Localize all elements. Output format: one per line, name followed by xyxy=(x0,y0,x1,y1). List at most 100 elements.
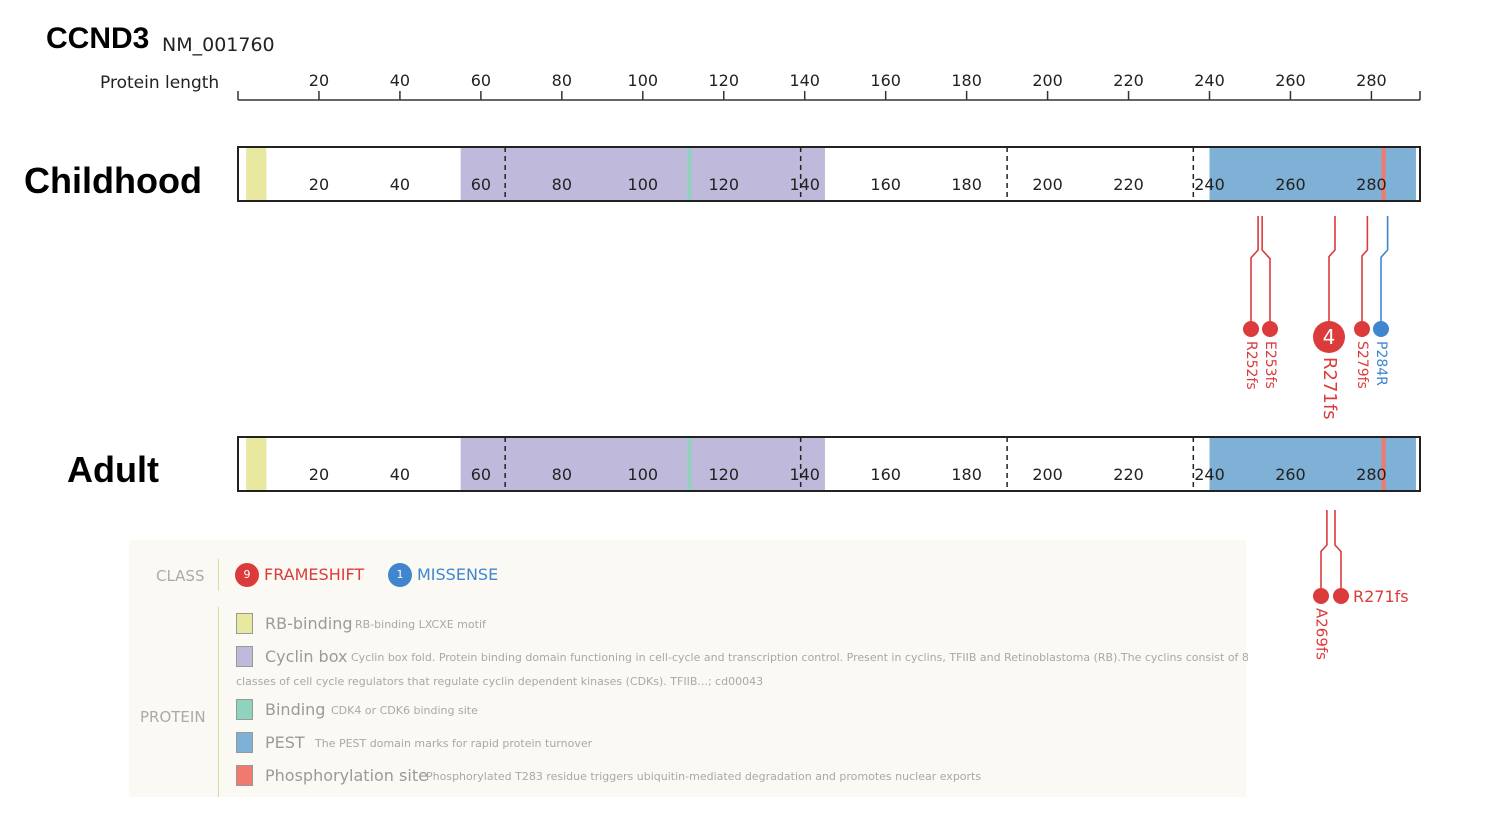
cyclin-box-swatch xyxy=(236,646,253,667)
scale-tick-label: 20 xyxy=(309,71,329,90)
binding-name[interactable]: Binding xyxy=(265,700,326,719)
lollipop-head xyxy=(1354,321,1370,337)
scale-tick-label: 160 xyxy=(870,71,901,90)
frameshift-count-badge: 9 xyxy=(235,563,259,587)
legend-divider xyxy=(218,607,219,797)
lollipop-head xyxy=(1243,321,1259,337)
legend-class-heading: CLASS xyxy=(156,567,205,585)
mutation-label: E253fs xyxy=(1262,341,1278,389)
bar-tick-label: 20 xyxy=(309,175,329,194)
lollipop-stem xyxy=(1320,510,1328,596)
cyclin-box-name[interactable]: Cyclin box xyxy=(265,647,348,666)
mutation-label: R271fs xyxy=(1353,587,1409,606)
lollipop-a269fs: A269fs xyxy=(1313,510,1331,660)
mutation-count-label: 4 xyxy=(1323,325,1336,349)
bar-tick-label: 120 xyxy=(708,175,739,194)
bar-tick-label: 180 xyxy=(951,175,982,194)
scale-tick-label: 120 xyxy=(708,71,739,90)
protein-bar-border xyxy=(237,146,1421,202)
bar-tick-label: 140 xyxy=(789,175,820,194)
track-title-childhood: Childhood xyxy=(24,160,202,201)
bar-tick-label: 100 xyxy=(628,465,659,484)
phosphorylation-site-swatch xyxy=(236,765,253,786)
bar-tick-label: 40 xyxy=(390,175,410,194)
phosphorylation-site-domain xyxy=(1381,437,1386,491)
missense-class-label[interactable]: MISSENSE xyxy=(417,565,499,584)
lollipop-head xyxy=(1333,588,1349,604)
bar-tick-label: 220 xyxy=(1113,175,1144,194)
binding-desc: CDK4 or CDK6 binding site xyxy=(331,704,478,717)
cyclin-box-domain xyxy=(460,147,825,201)
lollipop-stem xyxy=(1380,216,1389,329)
bar-tick-label: 60 xyxy=(471,465,491,484)
gene-name: CCND3 xyxy=(46,22,150,55)
cyclin-box-desc: Cyclin box fold. Protein binding domain … xyxy=(351,651,1249,664)
lollipop-r252fs: R252fs xyxy=(1243,216,1259,390)
scale-tick-label: 220 xyxy=(1113,71,1144,90)
transcript-accession: NM_001760 xyxy=(162,34,275,56)
lollipop-head xyxy=(1262,321,1278,337)
bar-tick-label: 220 xyxy=(1113,465,1144,484)
lollipop-stem xyxy=(1361,216,1369,329)
scale-tick-label: 200 xyxy=(1032,71,1063,90)
bar-tick-label: 240 xyxy=(1194,175,1225,194)
bar-tick-label: 100 xyxy=(628,175,659,194)
bar-tick-label: 280 xyxy=(1356,175,1387,194)
protein-bar-childhood: 20 40 60 80 100 120 140 160 180 200 220 240 260 280 xyxy=(237,146,1421,202)
missense-count-badge: 1 xyxy=(388,563,412,587)
bar-tick-label: 40 xyxy=(390,465,410,484)
axis-label: Protein length xyxy=(100,73,220,93)
rb-binding-name[interactable]: RB-binding xyxy=(265,614,353,633)
lollipop-head xyxy=(1313,588,1329,604)
cyclin-box-desc-continued: classes of cell cycle regulators that re… xyxy=(236,675,764,688)
scale-tick-label: 240 xyxy=(1194,71,1225,90)
lollipop-stem xyxy=(1334,510,1342,596)
track-title-adult: Adult xyxy=(67,449,159,490)
legend-divider xyxy=(218,559,219,591)
lollipop-e253fs: E253fs xyxy=(1261,216,1278,389)
mutation-label: A269fs xyxy=(1313,608,1331,660)
protein-bar-adult: 20 40 60 80 100 120 140 160 180 200 220 240 260 280 xyxy=(237,436,1421,492)
pest-swatch xyxy=(236,732,253,753)
bar-tick-label: 20 xyxy=(309,465,329,484)
mutation-label: P284R xyxy=(1373,341,1389,386)
bar-tick-label: 260 xyxy=(1275,465,1306,484)
frameshift-class-label[interactable]: FRAMESHIFT xyxy=(264,565,365,584)
mutation-label: R271fs xyxy=(1319,357,1340,420)
bar-tick-label: 60 xyxy=(471,175,491,194)
rb-binding-swatch xyxy=(236,613,253,634)
bar-tick-label: 200 xyxy=(1032,465,1063,484)
lollipop-r271fs: 4 R271fs xyxy=(1313,216,1345,420)
bar-tick-label: 160 xyxy=(870,465,901,484)
pest-domain xyxy=(1209,437,1416,491)
scale-tick-label: 60 xyxy=(471,71,491,90)
legend-panel: CLASS PROTEIN 9 FRAMESHIFT 1 MISSENSE RB… xyxy=(129,540,1249,797)
binding-domain xyxy=(687,437,692,491)
pest-name[interactable]: PEST xyxy=(265,733,305,752)
lollipop-s279fs: S279fs xyxy=(1354,216,1370,389)
lollipop-head xyxy=(1313,321,1345,353)
mutation-label: R252fs xyxy=(1243,341,1259,390)
lollipop-stem xyxy=(1261,216,1271,329)
bar-tick-label: 120 xyxy=(708,465,739,484)
bar-tick-label: 140 xyxy=(789,465,820,484)
lollipop-p284r: P284R xyxy=(1373,216,1389,386)
phosphorylation-site-desc: Phosphorylated T283 residue triggers ubi… xyxy=(426,770,982,783)
phosphorylation-site-domain xyxy=(1381,147,1386,201)
scale-tick-label: 100 xyxy=(628,71,659,90)
bar-tick-label: 160 xyxy=(870,175,901,194)
lollipop-head xyxy=(1373,321,1389,337)
scale-tick-label: 40 xyxy=(390,71,410,90)
binding-swatch xyxy=(236,699,253,720)
rb-binding-domain xyxy=(246,147,267,201)
bar-tick-label: 80 xyxy=(552,465,572,484)
pest-domain xyxy=(1209,147,1416,201)
legend-protein-heading: PROTEIN xyxy=(140,708,206,726)
scale-tick-label: 280 xyxy=(1356,71,1387,90)
lollipop-r271fs: R271fs xyxy=(1333,510,1409,606)
phosphorylation-site-name[interactable]: Phosphorylation site xyxy=(265,766,428,785)
binding-domain xyxy=(687,147,692,201)
lollipop-stem xyxy=(1328,216,1336,337)
protein-bar-border xyxy=(237,436,1421,492)
